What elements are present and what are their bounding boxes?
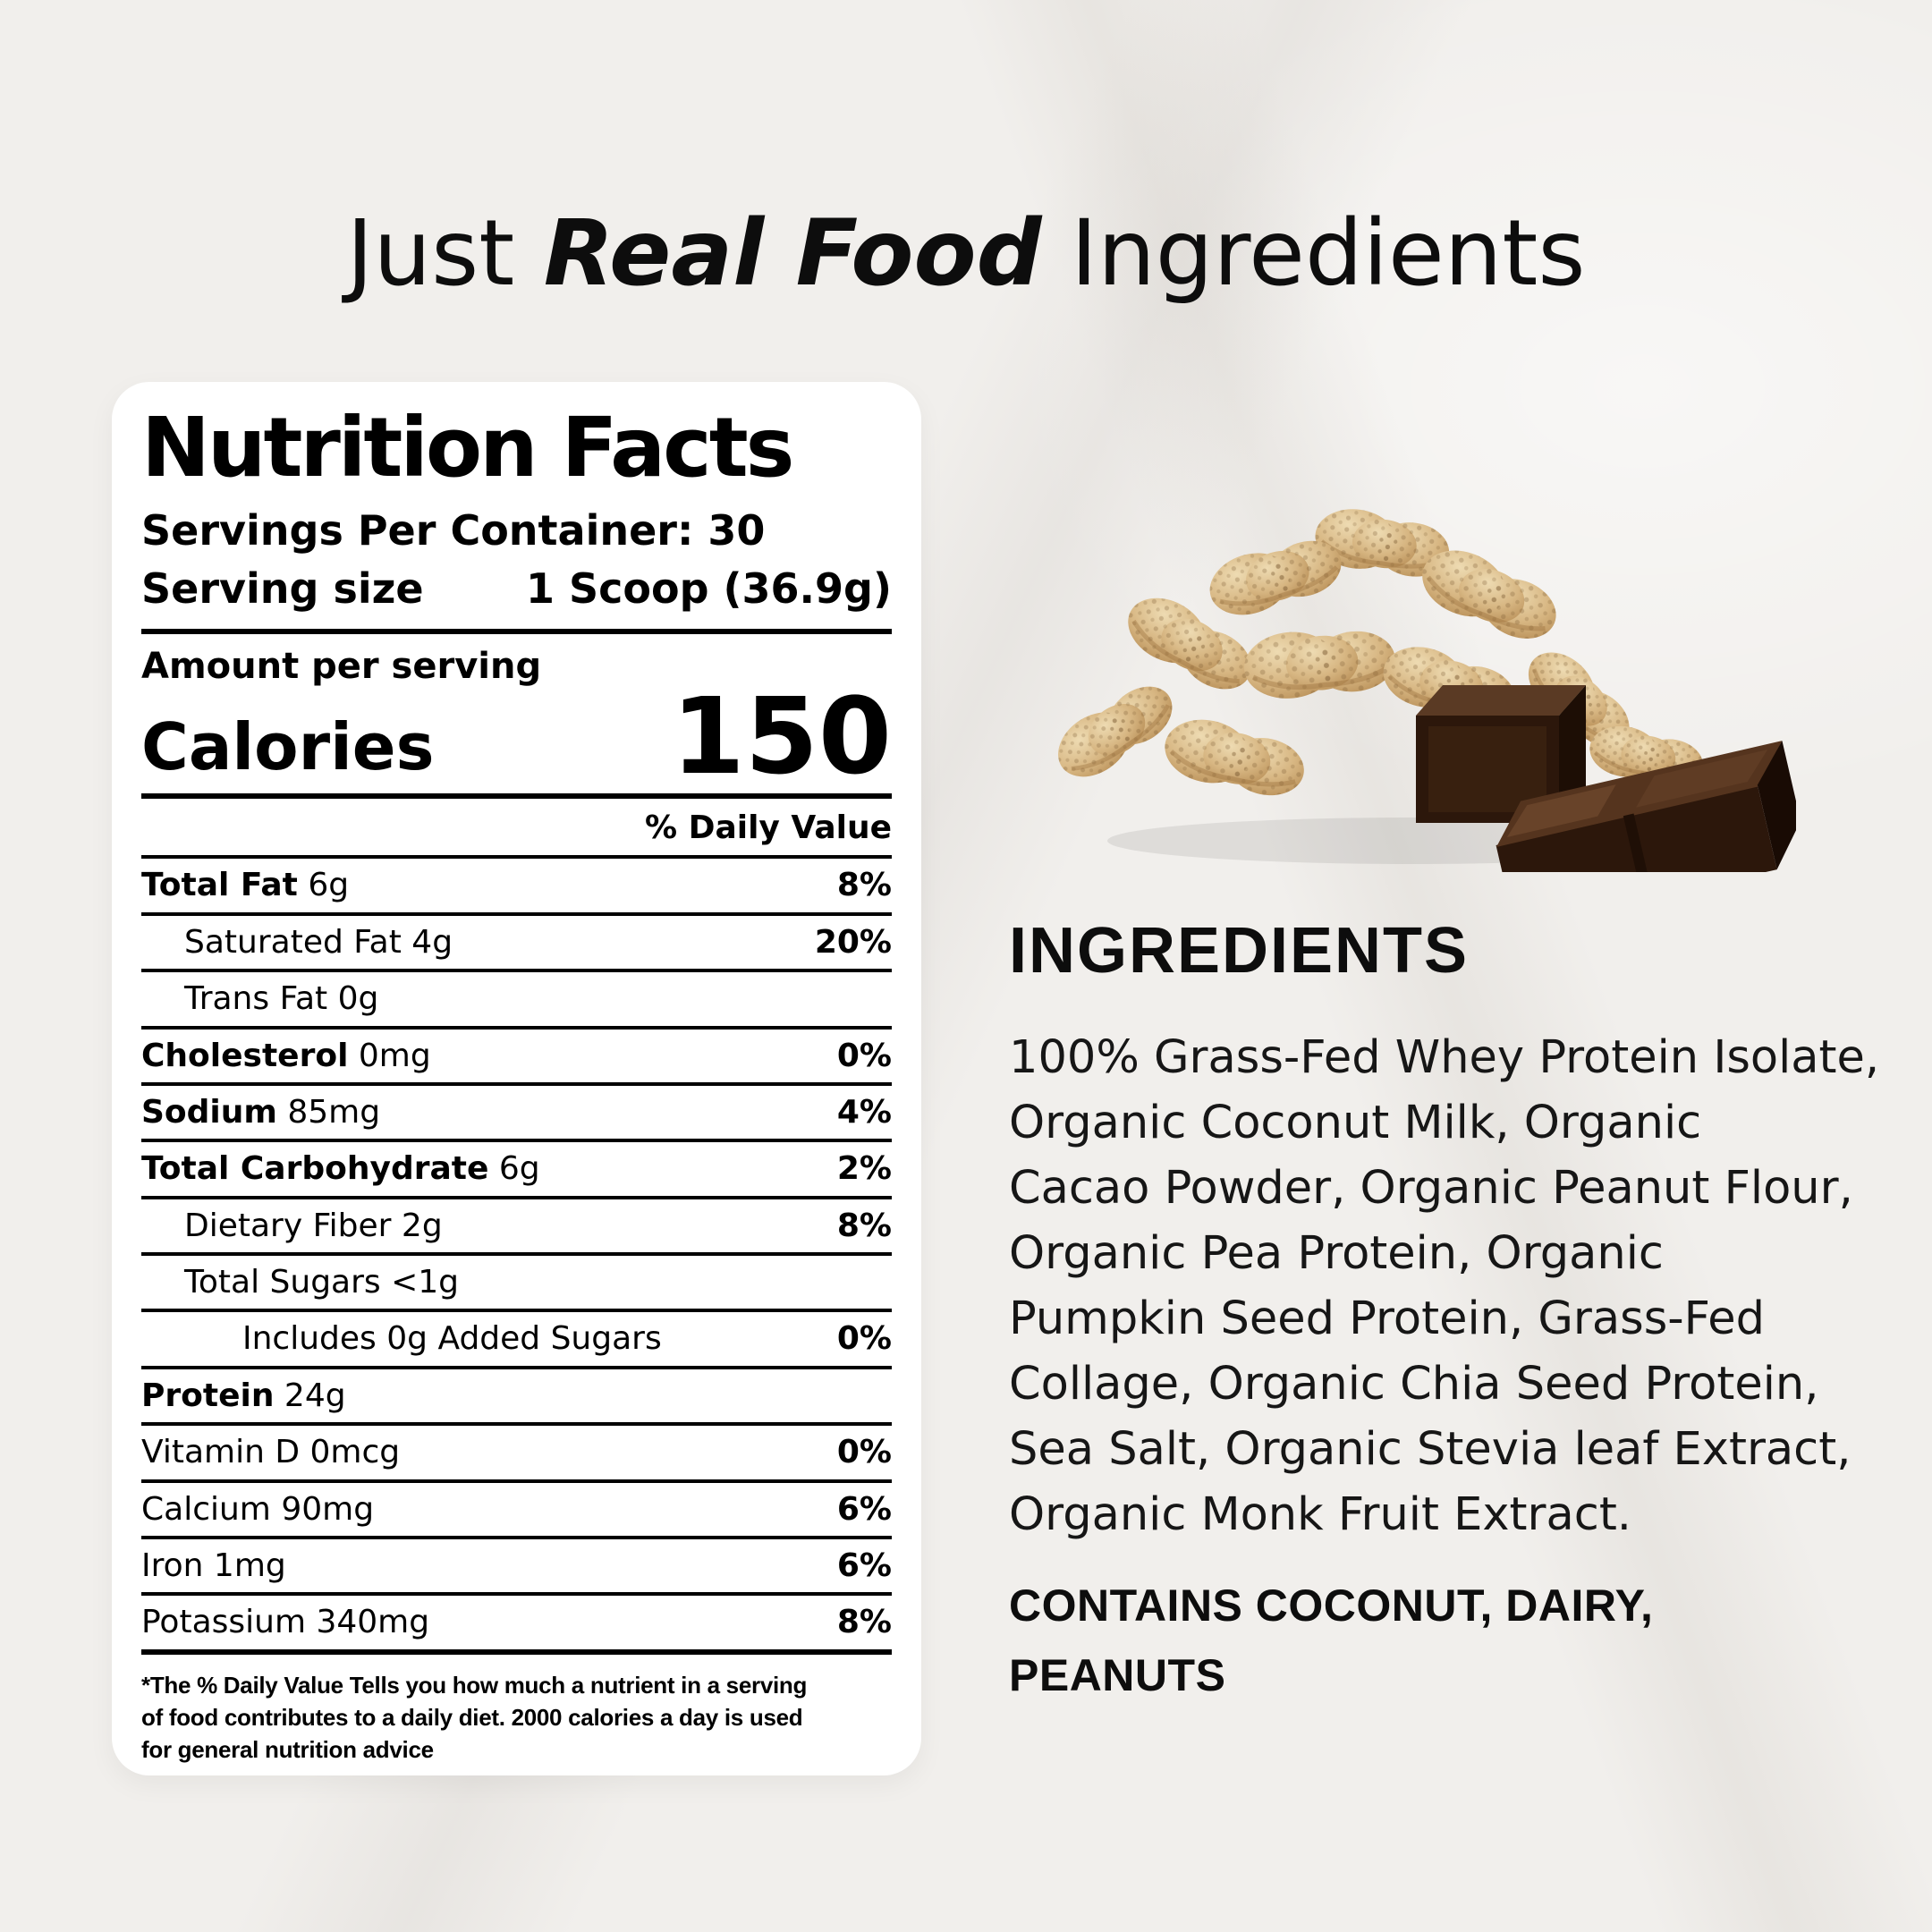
nutrition-facts-panel: Nutrition Facts Servings Per Container: …: [112, 382, 921, 1775]
calories-row: Calories 150: [141, 674, 892, 798]
peanut-shell: [1412, 538, 1567, 649]
peanut-shell: [1159, 712, 1310, 802]
serving-size-label: Serving size: [141, 564, 424, 613]
chocolate-piece: [1416, 685, 1586, 823]
row-trans-fat: Trans Fat 0g: [141, 972, 892, 1030]
amount-per-serving-label: Amount per serving: [141, 645, 542, 687]
row-vitamin-d: Vitamin D 0mcg 0%: [141, 1426, 892, 1483]
row-potassium: Potassium 340mg 8%: [141, 1596, 892, 1655]
row-total-carbohydrate: Total Carbohydrate 6g 2%: [141, 1142, 892, 1199]
daily-value: 20%: [814, 923, 892, 961]
title-emphasis: Real Food: [543, 200, 1042, 308]
ingredients-body: 100% Grass-Fed Whey Protein Isolate, Org…: [1009, 1031, 1880, 1541]
serving-size-row: Serving size 1 Scoop (36.9g): [141, 564, 892, 629]
daily-value-header: % Daily Value: [141, 799, 892, 860]
row-cholesterol: Cholesterol 0mg 0%: [141, 1030, 892, 1086]
divider: [141, 628, 892, 634]
title-prefix: Just: [346, 200, 544, 308]
peanuts-chocolate-image: [1009, 461, 1796, 872]
nutrition-facts-title: Nutrition Facts: [141, 400, 794, 496]
daily-value: 4%: [836, 1093, 892, 1131]
contains-statement: CONTAINS COCONUT, DAIRY, PEANUTS: [1009, 1580, 1654, 1700]
row-total-sugars: Total Sugars <1g: [141, 1256, 892, 1313]
daily-value: 8%: [836, 1604, 892, 1641]
nutrition-footnote: *The % Daily Value Tells you how much a …: [141, 1671, 808, 1763]
row-added-sugars: Includes 0g Added Sugars 0%: [141, 1312, 892, 1369]
daily-value: 2%: [836, 1150, 892, 1188]
row-calcium: Calcium 90mg 6%: [141, 1483, 892, 1540]
row-saturated-fat: Saturated Fat 4g 20%: [141, 916, 892, 973]
servings-per-container: Servings Per Container: 30: [141, 505, 766, 555]
daily-value: 6%: [836, 1490, 892, 1528]
row-sodium: Sodium 85mg 4%: [141, 1086, 892, 1143]
divider: [141, 793, 892, 800]
calories-label: Calories: [141, 709, 435, 785]
daily-value: 0%: [836, 1320, 892, 1358]
daily-value: 0%: [836, 1434, 892, 1471]
ingredients-heading: INGREDIENTS: [1009, 915, 1470, 987]
row-dietary-fiber: Dietary Fiber 2g 8%: [141, 1199, 892, 1257]
peanut-shell: [1046, 671, 1182, 791]
daily-value: 8%: [836, 867, 892, 904]
row-iron: Iron 1mg 6%: [141, 1539, 892, 1597]
row-total-fat: Total Fat 6g 8%: [141, 859, 892, 916]
row-protein: Protein 24g: [141, 1369, 892, 1427]
peanut-shell: [1241, 622, 1398, 703]
daily-value: 0%: [836, 1037, 892, 1074]
daily-value: 6%: [836, 1547, 892, 1585]
chocolate-piece: [1496, 741, 1796, 872]
serving-size-value: 1 Scoop (36.9g): [525, 564, 892, 613]
calories-value: 150: [671, 674, 892, 798]
daily-value: 8%: [836, 1207, 892, 1244]
title-suffix: Ingredients: [1041, 200, 1586, 308]
page-title: Just Real Food Ingredients: [0, 204, 1932, 304]
